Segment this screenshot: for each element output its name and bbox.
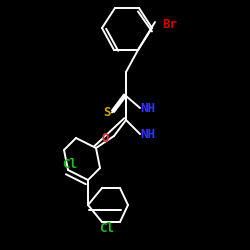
Text: O: O xyxy=(101,132,109,144)
Text: NH: NH xyxy=(140,128,155,140)
Text: Cl: Cl xyxy=(100,222,114,235)
Text: S: S xyxy=(103,106,111,118)
Text: NH: NH xyxy=(140,102,155,114)
Text: Cl: Cl xyxy=(62,158,77,172)
Text: Br: Br xyxy=(162,18,177,31)
